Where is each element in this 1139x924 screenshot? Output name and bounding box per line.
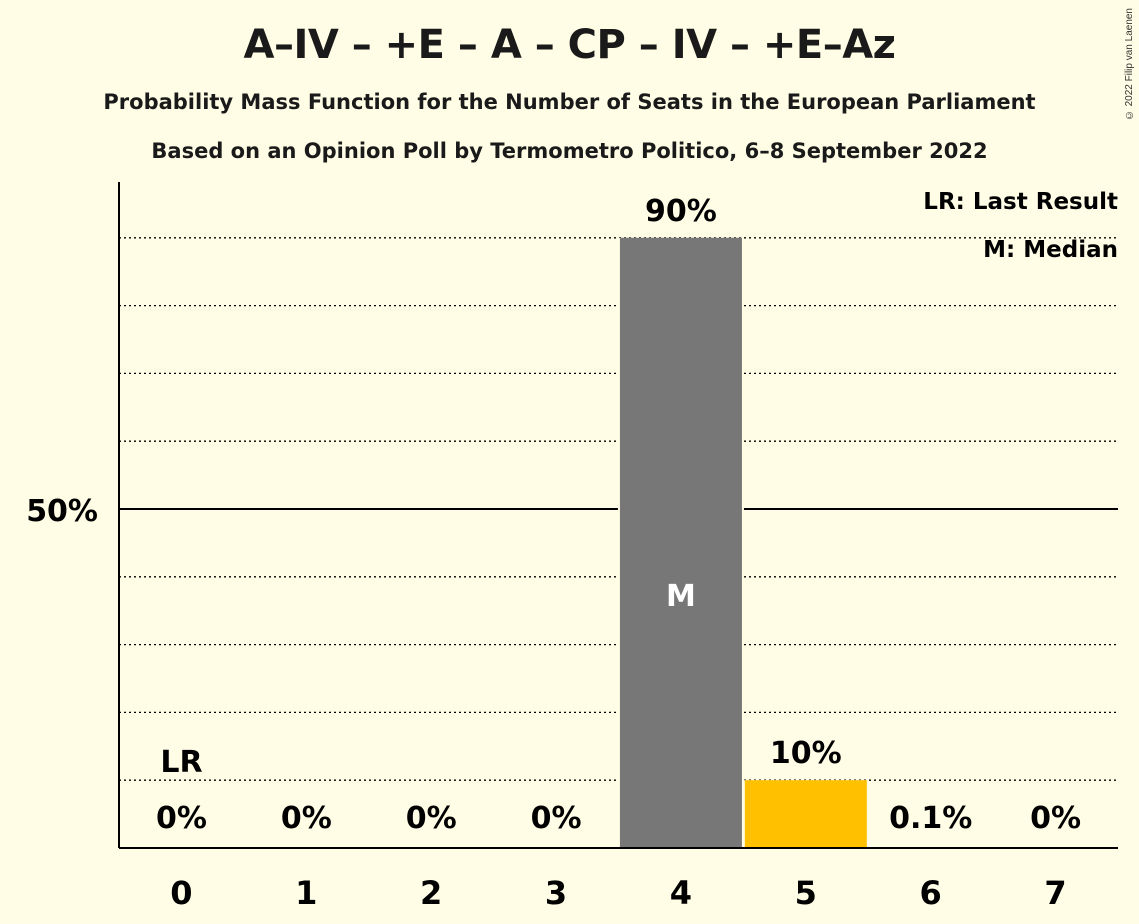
x-tick-label: 5 xyxy=(795,874,817,912)
bar-value-label: 10% xyxy=(770,736,842,771)
chart-title: A–IV – +E – A – CP – IV – +E–Az xyxy=(243,22,896,68)
bar-value-label: 0% xyxy=(531,801,582,836)
bar-value-label: 0.1% xyxy=(889,801,972,836)
bar-value-label: 0% xyxy=(406,801,457,836)
chart-subtitle: Probability Mass Function for the Number… xyxy=(103,90,1036,114)
last-result-marker: LR xyxy=(160,745,202,780)
x-tick-label: 3 xyxy=(545,874,567,912)
x-tick-label: 7 xyxy=(1044,874,1066,912)
bar xyxy=(619,237,742,849)
chart-source: Based on an Opinion Poll by Termometro P… xyxy=(151,139,988,163)
legend-median: M: Median xyxy=(983,237,1118,263)
bar-value-label: 0% xyxy=(1030,801,1081,836)
axes: 50% 0 1 2 3 4 5 6 7 xyxy=(26,182,1118,912)
median-marker: M xyxy=(666,579,696,614)
x-tick-label: 0 xyxy=(170,874,192,912)
x-tick-label: 6 xyxy=(920,874,942,912)
bar xyxy=(744,780,867,848)
x-tick-label: 2 xyxy=(420,874,442,912)
x-tick-label: 4 xyxy=(670,874,692,912)
gridlines xyxy=(119,237,1118,781)
bar-value-label: 0% xyxy=(281,801,332,836)
y-tick-label: 50% xyxy=(26,494,98,529)
legend-last-result: LR: Last Result xyxy=(923,189,1118,215)
x-tick-label: 1 xyxy=(295,874,317,912)
bars xyxy=(617,237,869,849)
bar-value-label: 0% xyxy=(156,801,207,836)
value-labels: 0% LR 0% 0% 0% 90% M 10% 0.1% 0% xyxy=(156,194,1081,836)
bar-value-label: 90% xyxy=(645,194,717,229)
